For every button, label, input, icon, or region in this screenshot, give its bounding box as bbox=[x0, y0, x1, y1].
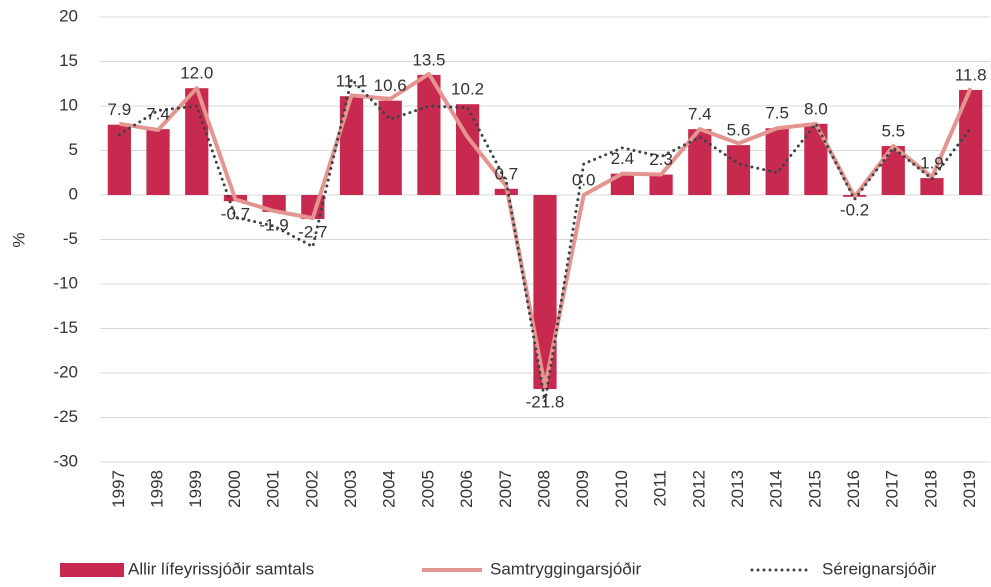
data-label: 7.5 bbox=[765, 104, 789, 123]
data-label: 7.9 bbox=[108, 100, 132, 119]
x-tick-label: 2014 bbox=[767, 470, 786, 508]
bar bbox=[146, 129, 170, 195]
dotted-line bbox=[117, 77, 973, 403]
data-label: 7.4 bbox=[688, 105, 712, 124]
data-label: -1.9 bbox=[259, 215, 288, 234]
data-label: 10.2 bbox=[451, 80, 484, 99]
y-tick-label: 0 bbox=[69, 184, 78, 203]
data-label: 12.0 bbox=[180, 64, 213, 83]
y-tick-label: -30 bbox=[53, 451, 78, 470]
data-label: 11.1 bbox=[336, 72, 368, 91]
bar bbox=[339, 96, 364, 195]
x-tick-label: 2004 bbox=[380, 470, 399, 508]
x-tick-label: 2008 bbox=[534, 470, 553, 508]
x-tick-label: 2007 bbox=[496, 470, 515, 508]
x-tick-label: 2002 bbox=[302, 470, 321, 508]
y-tick-label: -20 bbox=[53, 362, 78, 381]
bar bbox=[649, 174, 673, 195]
legend-label: Séreignarsjóðir bbox=[822, 559, 937, 578]
y-tick-label: 15 bbox=[59, 51, 78, 70]
bar bbox=[726, 145, 751, 195]
data-label: 2.3 bbox=[649, 150, 673, 169]
data-label: 0.0 bbox=[572, 170, 596, 189]
y-tick-label: -15 bbox=[53, 318, 78, 337]
x-tick-label: 2009 bbox=[573, 470, 592, 508]
x-tick-label: 2012 bbox=[689, 470, 708, 508]
bar bbox=[688, 129, 712, 195]
data-label: -2.7 bbox=[298, 223, 327, 242]
bar bbox=[533, 195, 557, 390]
y-tick-label: 20 bbox=[59, 6, 78, 25]
y-tick-label: -10 bbox=[53, 273, 78, 292]
x-tick-label: 2015 bbox=[805, 470, 824, 508]
x-tick-label: 2017 bbox=[883, 470, 902, 508]
data-label: -21.8 bbox=[526, 393, 565, 412]
data-label: 13.5 bbox=[412, 50, 445, 69]
data-label: 5.6 bbox=[727, 121, 751, 140]
bar bbox=[881, 146, 905, 195]
x-tick-label: 2003 bbox=[341, 470, 360, 508]
bar bbox=[765, 128, 789, 195]
x-tick-label: 2013 bbox=[728, 470, 747, 508]
bar bbox=[959, 89, 983, 195]
x-tick-label: 2001 bbox=[264, 470, 283, 508]
bar bbox=[417, 74, 441, 195]
x-tick-label: 1998 bbox=[148, 470, 167, 508]
data-label: 5.5 bbox=[881, 122, 905, 141]
bar bbox=[920, 178, 944, 195]
x-tick-label: 2000 bbox=[225, 470, 244, 508]
data-label: 11.8 bbox=[955, 65, 987, 84]
y-tick-label: -5 bbox=[63, 229, 78, 248]
x-tick-label: 2006 bbox=[457, 470, 476, 508]
line bbox=[119, 71, 973, 389]
x-tick-label: 2011 bbox=[651, 470, 670, 507]
data-label: 7.4 bbox=[146, 105, 170, 124]
legend-swatch bbox=[60, 563, 124, 577]
data-label: 2.4 bbox=[611, 149, 635, 168]
x-tick-label: 2018 bbox=[921, 470, 940, 508]
data-label: 0.7 bbox=[494, 164, 518, 183]
data-label: -0.7 bbox=[221, 205, 250, 224]
data-label: 1.9 bbox=[920, 154, 944, 173]
x-tick-label: 2010 bbox=[612, 470, 631, 508]
legend-label: Allir lífeyrissjóðir samtals bbox=[128, 559, 314, 578]
y-tick-label: 10 bbox=[59, 95, 78, 114]
data-label: -0.2 bbox=[840, 200, 869, 219]
bar bbox=[185, 88, 209, 195]
bar bbox=[804, 123, 828, 195]
y-axis-label: % bbox=[9, 232, 28, 247]
y-tick-label: 5 bbox=[69, 140, 78, 159]
x-tick-label: 1999 bbox=[186, 470, 205, 508]
x-tick-label: 2005 bbox=[418, 470, 437, 508]
x-tick-label: 1997 bbox=[109, 470, 128, 508]
data-label: 8.0 bbox=[804, 99, 828, 118]
data-label: 10.6 bbox=[374, 76, 407, 95]
bar bbox=[107, 124, 131, 195]
y-tick-label: -25 bbox=[53, 407, 78, 426]
legend-label: Samtryggingarsjóðir bbox=[490, 559, 642, 578]
bar bbox=[378, 100, 402, 195]
x-tick-label: 2016 bbox=[844, 470, 863, 508]
x-tick-label: 2019 bbox=[960, 470, 979, 508]
